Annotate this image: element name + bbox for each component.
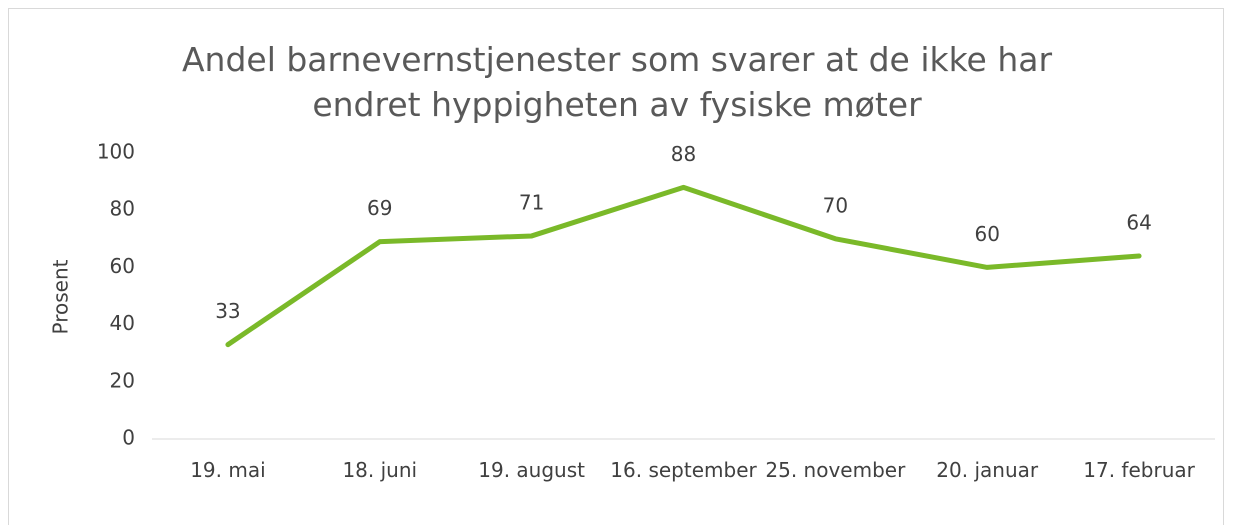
data-label: 33 [215,299,240,323]
y-axis-label: Prosent [49,259,73,334]
data-label: 69 [367,196,392,220]
x-tick-label: 19. mai [190,458,266,482]
x-tick-label: 16. september [610,458,757,482]
y-tick-label: 20 [110,368,135,392]
y-tick-label: 60 [110,254,135,278]
x-tick-label: 17. februar [1083,458,1195,482]
data-label: 60 [974,222,999,246]
data-label: 64 [1126,210,1151,234]
y-tick-label: 100 [97,140,135,164]
x-tick-label: 20. januar [936,458,1039,482]
data-label: 88 [671,142,696,166]
x-tick-label: 18. juni [342,458,418,482]
x-tick-label: 25. november [765,458,906,482]
chart-title: Andel barnevernstjenester som svarer at … [181,40,1053,124]
x-tick-label: 19. august [478,458,585,482]
chart-frame [8,8,1224,525]
data-label: 71 [519,190,544,214]
data-label: 70 [823,193,848,217]
line [225,184,1142,348]
y-tick-label: 0 [122,426,135,450]
y-tick-label: 80 [110,197,135,221]
y-tick-label: 40 [110,311,135,335]
